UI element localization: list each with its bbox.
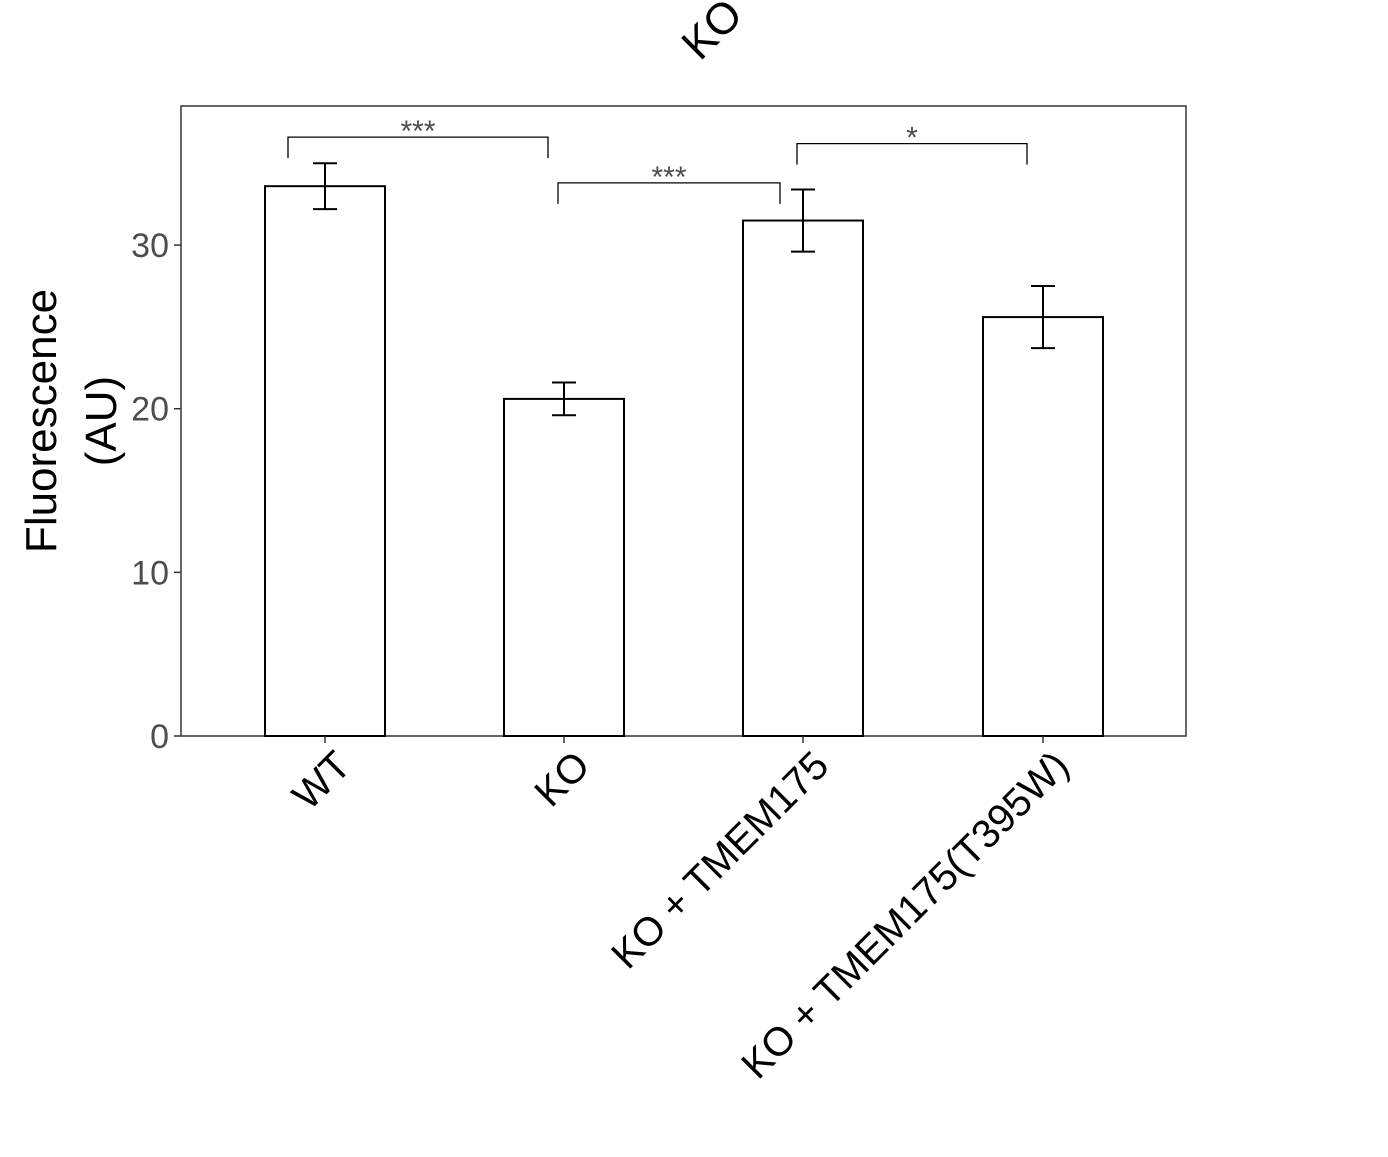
bar (503, 397, 625, 737)
error-bar (791, 188, 815, 253)
error-bars (313, 162, 1055, 417)
bar (742, 219, 864, 737)
y-tick-label: 30 (131, 227, 169, 265)
error-bar (313, 162, 337, 211)
y-axis-label: Fluorescence (AU) (17, 289, 126, 553)
significance-bracket: * (796, 122, 1028, 165)
significance-label: *** (400, 115, 435, 148)
bracket-line (287, 136, 549, 159)
y-axis-label-line: Fluorescence (17, 289, 66, 553)
chart-title: KO (672, 0, 752, 69)
error-bar (552, 381, 576, 417)
x-tick-label: WT (284, 743, 359, 818)
y-axis: 0 10 20 30 (131, 227, 181, 756)
x-tick-label: KO + TMEM175 (603, 743, 837, 977)
y-tick-label: 0 (150, 718, 169, 756)
error-bar (1031, 285, 1055, 350)
y-axis-label-line: (AU) (77, 376, 126, 466)
significance-label: * (906, 122, 918, 155)
plot-panel-border (180, 105, 1187, 737)
bracket-line (796, 142, 1028, 165)
x-tick-label: KO (526, 743, 598, 815)
bracket-line (557, 182, 781, 204)
significance-bracket: *** (287, 115, 549, 159)
bars (264, 185, 1104, 737)
title-layer: KO (672, 0, 752, 69)
significance-label: *** (651, 161, 686, 194)
significance-brackets: ******* (287, 115, 1028, 204)
significance-bracket: *** (557, 161, 781, 204)
y-tick-label: 10 (131, 554, 169, 592)
bar (264, 185, 386, 737)
y-tick-label: 20 (131, 391, 169, 429)
bar (982, 316, 1104, 737)
